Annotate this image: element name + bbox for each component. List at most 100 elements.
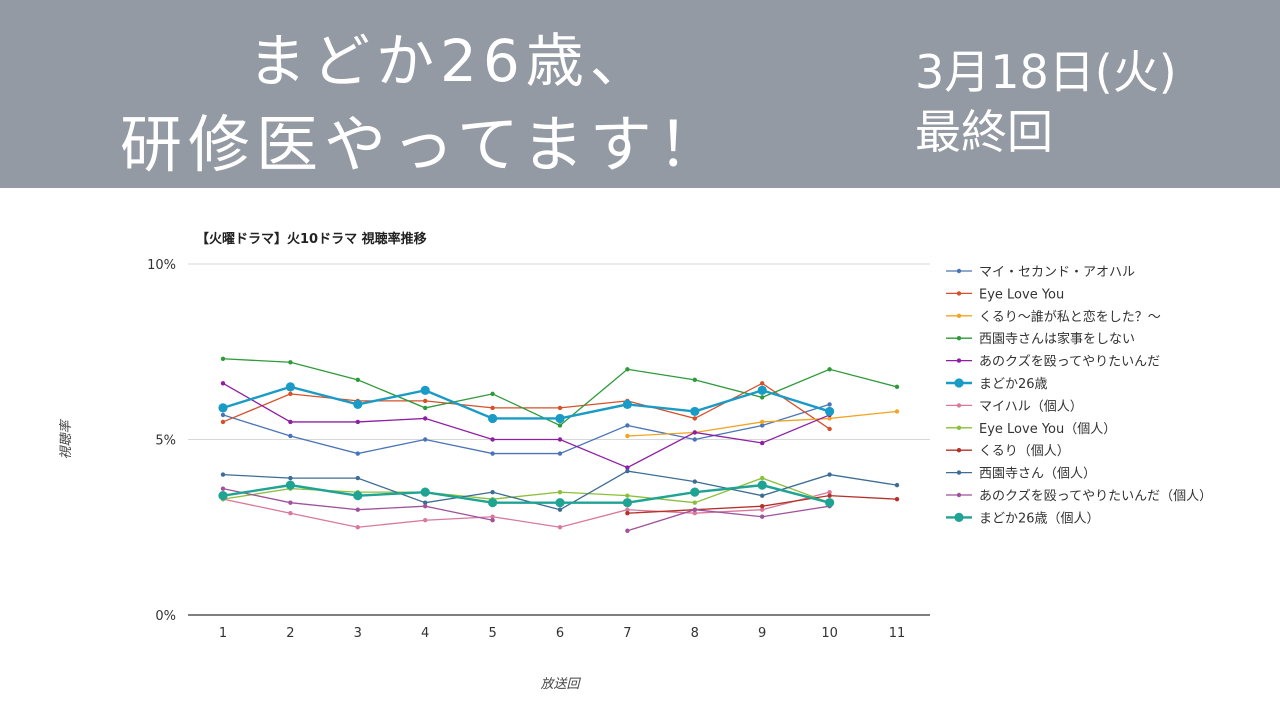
data-point [625,465,630,470]
data-point [423,503,428,509]
data-point [827,402,832,407]
x-tick-label: 1 [219,626,227,641]
data-point [288,511,293,516]
data-point [557,423,563,428]
data-point [557,489,563,495]
legend-swatch-marker [956,425,962,430]
data-point [423,398,428,404]
x-tick-label: 6 [556,626,564,641]
data-point [827,472,832,477]
legend-label: まどか26歳（個人） [979,511,1100,526]
legend-swatch-marker [956,336,962,341]
series-line [222,491,830,528]
data-point [355,507,360,512]
data-point [827,426,832,432]
data-point [488,413,498,424]
legend-label: 西園寺さん（個人） [979,467,1096,482]
legend-label: あのクズを殴ってやりたいんだ（個人） [979,488,1212,504]
data-point [827,367,832,372]
legend-swatch-marker [956,291,962,296]
legend-swatch-marker [956,403,962,408]
data-point [760,419,765,425]
legend-swatch-marker [956,313,962,318]
data-point [625,433,630,439]
data-point [760,507,765,512]
data-point [490,489,495,495]
show-title-line1: まどか26歳、 [248,27,654,95]
data-point [285,480,295,490]
data-point [692,511,697,516]
x-tick-label: 2 [286,626,294,641]
data-point [557,525,563,530]
data-point [825,406,835,417]
legend-label: くるり〜誰が私と恋をした？〜 [979,309,1161,325]
data-point [757,480,767,490]
legend-label: くるり（個人） [979,444,1070,459]
y-tick-label: 10% [147,258,176,273]
data-point [220,381,226,386]
data-point [220,486,226,491]
data-point [353,491,363,501]
data-point [894,482,900,488]
legend-label: Eye Love You [979,287,1064,302]
data-point [690,406,700,417]
series-line [627,505,830,532]
data-point [220,412,226,418]
series-line [222,403,830,455]
data-point [490,451,495,456]
data-point [220,356,226,361]
data-point [625,423,630,428]
data-point [355,419,360,425]
data-point [355,475,360,481]
data-point [827,489,832,495]
data-point [692,416,697,421]
x-tick-label: 10 [821,626,838,641]
legend-swatch-marker [956,358,962,363]
data-point [690,487,700,497]
data-point [760,503,765,509]
data-point [488,498,498,508]
data-point [490,391,495,397]
data-point [557,507,563,512]
broadcast-date: 3月18日(火) [915,45,1177,99]
header-banner [0,0,1280,188]
legend-label: まどか26歳 [979,377,1048,392]
data-point [490,514,495,519]
x-tick-label: 3 [354,626,362,641]
y-tick-label: 0% [155,609,176,624]
data-point [557,451,563,456]
data-point [557,405,563,411]
data-point [555,498,565,508]
data-point [220,472,226,477]
data-point [353,399,363,409]
data-point [760,395,765,400]
show-title-line2: 研修医やってます！ [120,108,726,181]
chart-title: 【火曜ドラマ】火10ドラマ 視聴率推移 [196,232,427,247]
legend-label: Eye Love You（個人） [979,422,1116,437]
data-point [894,384,900,390]
data-point [423,405,428,411]
data-point [692,500,697,505]
x-tick-label: 11 [889,626,906,641]
data-point [220,419,226,425]
data-point [625,493,630,498]
legend-swatch-marker [956,492,962,498]
data-point [423,416,428,421]
x-tick-label: 7 [623,626,631,641]
data-point [692,430,697,435]
x-tick-label: 9 [758,626,766,641]
data-point [692,507,697,512]
data-point [625,367,630,372]
data-point [288,433,293,439]
data-point [288,475,293,481]
data-point [423,500,428,505]
data-point [355,377,360,383]
data-point [423,437,428,442]
legend-label: あのクズを殴ってやりたいんだ [979,354,1160,370]
data-point [825,498,835,508]
data-point [288,391,293,397]
data-point [355,525,360,530]
data-point [760,381,765,386]
data-point [218,403,228,413]
legend-label: マイ・セカンド・アオハル [979,265,1135,280]
